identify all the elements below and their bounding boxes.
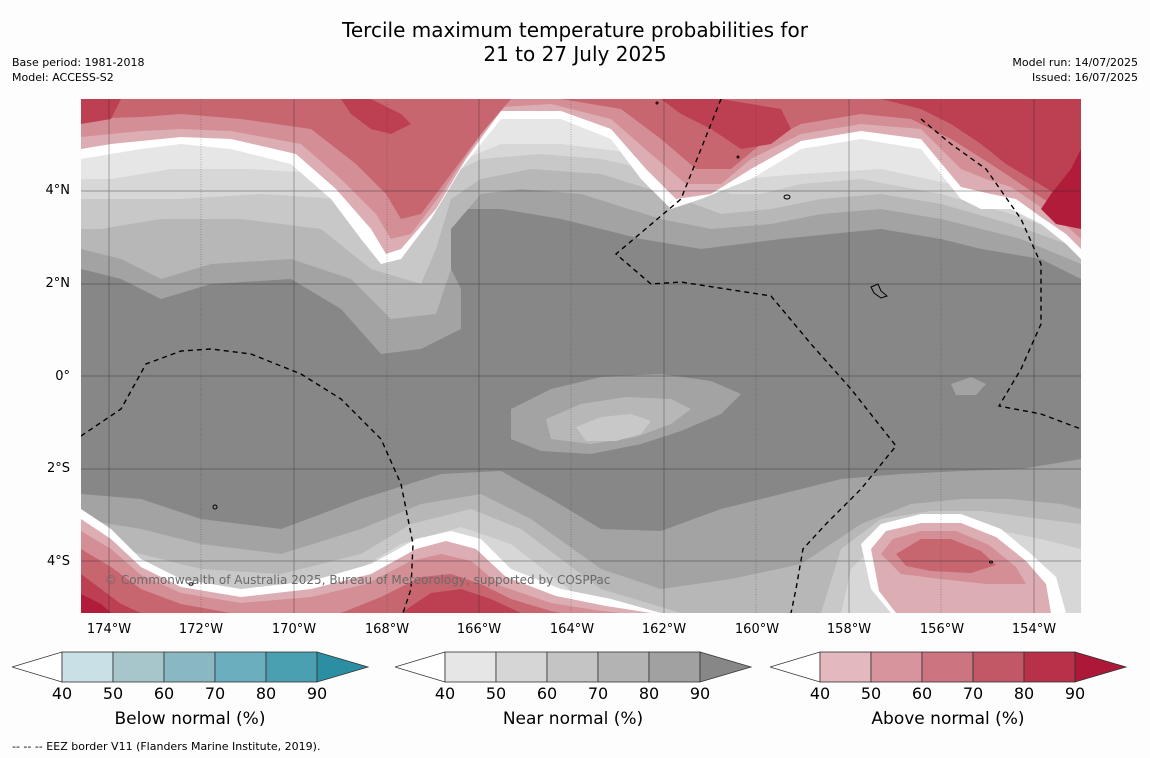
- copyright-notice: © Commonwealth of Australia 2025, Bureau…: [105, 573, 611, 587]
- lon-label-170w: 170°W: [271, 622, 317, 637]
- near-tick-70: 70: [587, 684, 609, 703]
- meta-right: Model run: 14/07/2025 Issued: 16/07/2025: [1012, 55, 1138, 85]
- lon-label-174w: 174°W: [86, 622, 132, 637]
- above-normal-70-south: [81, 539, 996, 613]
- model-run: Model run: 14/07/2025: [1012, 56, 1138, 69]
- above-tick-50: 50: [860, 684, 882, 703]
- above-40-50-swatch: [819, 651, 872, 683]
- above-normal-90-south: [81, 594, 111, 613]
- lon-label-172w: 172°W: [178, 622, 224, 637]
- colorbar-above-normal: [770, 651, 1128, 683]
- eez-borders: [81, 99, 1081, 613]
- lat-label-0: 0°: [55, 369, 70, 384]
- above-normal-label: Above normal (%): [871, 709, 1025, 729]
- above-normal-80-north: [81, 99, 1081, 209]
- lon-label-160w: 160°W: [734, 622, 780, 637]
- near-tick-50: 50: [485, 684, 507, 703]
- above-normal-70-north: [81, 99, 1081, 224]
- near-70-80-swatch: [597, 651, 650, 683]
- above-tick-60: 60: [911, 684, 933, 703]
- lon-label-162w: 162°W: [641, 622, 687, 637]
- above-normal-90-north: [1041, 149, 1081, 229]
- probability-map: [81, 99, 1081, 613]
- below-tick-50: 50: [102, 684, 124, 703]
- meta-left: Base period: 1981-2018 Model: ACCESS-S2: [12, 55, 144, 85]
- colorbar-below-normal: [12, 651, 370, 683]
- lat-label-2n: 2°N: [45, 276, 71, 291]
- near-tick-80: 80: [638, 684, 660, 703]
- gridlines-solid: [81, 99, 1081, 613]
- near-tick-60: 60: [536, 684, 558, 703]
- title-line-2: 21 to 27 July 2025: [483, 42, 667, 66]
- title-line-1: Tercile maximum temperature probabilitie…: [342, 18, 808, 42]
- below-90-plus-swatch: [316, 651, 370, 683]
- near-normal-80-east: [951, 377, 986, 395]
- above-60-70-swatch: [921, 651, 974, 683]
- above-tick-40: 40: [809, 684, 831, 703]
- above-80-90-swatch: [1023, 651, 1076, 683]
- above-90-plus-swatch: [1074, 651, 1128, 683]
- below-40-50-swatch: [61, 651, 114, 683]
- above-tick-90: 90: [1064, 684, 1086, 703]
- map-title: Tercile maximum temperature probabilitie…: [0, 18, 1150, 66]
- above-tick-70: 70: [962, 684, 984, 703]
- below-tick-90: 90: [306, 684, 328, 703]
- lat-label-2s: 2°S: [46, 461, 70, 476]
- above-normal-50-south: [81, 519, 1051, 613]
- below-70-80-swatch: [214, 651, 267, 683]
- above-50-60-swatch: [870, 651, 923, 683]
- above-70-80-swatch: [972, 651, 1025, 683]
- gridlines: [200, 99, 942, 613]
- near-90-plus-swatch: [699, 651, 753, 683]
- base-period: Base period: 1981-2018: [12, 56, 145, 69]
- lon-label-158w: 158°W: [826, 622, 872, 637]
- lat-label-4s: 4°S: [46, 554, 70, 569]
- above-normal-80-south: [81, 574, 521, 613]
- below-50-60-swatch: [112, 651, 165, 683]
- lon-label-154w: 154°W: [1011, 622, 1057, 637]
- eez-legend-note: -- -- -- EEZ border V11 (Flanders Marine…: [12, 740, 321, 753]
- lon-label-168w: 168°W: [364, 622, 410, 637]
- near-tick-90: 90: [689, 684, 711, 703]
- lon-label-156w: 156°W: [919, 622, 965, 637]
- near-40-50-swatch: [444, 651, 497, 683]
- issued-date: Issued: 16/07/2025: [1031, 71, 1138, 84]
- below-tick-70: 70: [204, 684, 226, 703]
- near-60-70-swatch: [546, 651, 599, 683]
- near-normal-label: Near normal (%): [502, 709, 644, 729]
- below-tick-60: 60: [153, 684, 175, 703]
- model-name: Model: ACCESS-S2: [12, 71, 114, 84]
- below-tick-80: 80: [255, 684, 277, 703]
- below-tick-40: 40: [51, 684, 73, 703]
- near-tick-40: 40: [434, 684, 456, 703]
- near-50-60-swatch: [495, 651, 548, 683]
- lon-label-166w: 166°W: [456, 622, 502, 637]
- lon-label-164w: 164°W: [549, 622, 595, 637]
- near-normal-60-center: [576, 414, 651, 441]
- colorbar-near-normal: [395, 651, 753, 683]
- below-normal-label: Below normal (%): [114, 709, 266, 729]
- below-80-90-swatch: [265, 651, 318, 683]
- below-60-70-swatch: [163, 651, 216, 683]
- islands: [188, 101, 993, 586]
- above-tick-80: 80: [1013, 684, 1035, 703]
- lat-label-4n: 4°N: [45, 183, 71, 198]
- near-80-90-swatch: [648, 651, 701, 683]
